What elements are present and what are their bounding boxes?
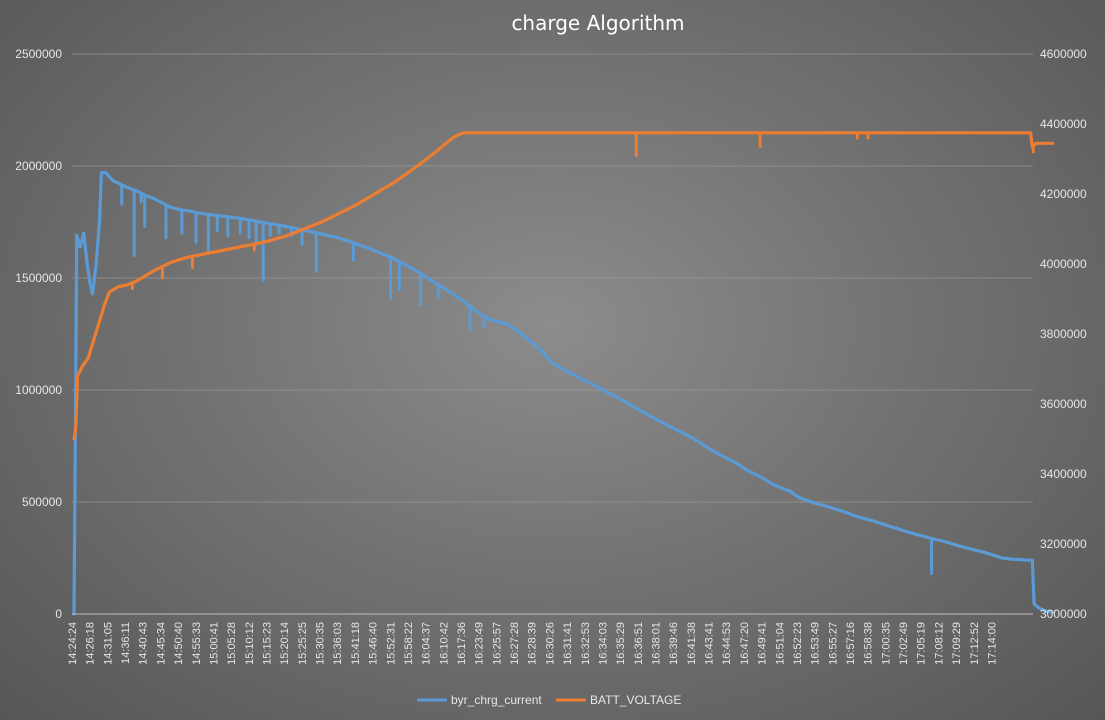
x-tick-label: 15:15:23 bbox=[261, 622, 273, 665]
y-right-tick-label: 4600000 bbox=[1040, 47, 1087, 61]
x-tick-label: 17:05:19 bbox=[916, 622, 928, 665]
x-tick-label: 16:25:57 bbox=[491, 622, 503, 665]
y-left-tick-label: 500000 bbox=[22, 495, 62, 509]
x-tick-label: 16:32:53 bbox=[580, 622, 592, 665]
x-tick-label: 16:27:28 bbox=[509, 622, 521, 665]
x-tick-label: 16:44:53 bbox=[721, 622, 733, 665]
x-tick-label: 15:52:31 bbox=[385, 622, 397, 665]
x-tick-label: 14:45:34 bbox=[155, 622, 167, 665]
x-tick-label: 14:24:24 bbox=[67, 622, 79, 665]
x-tick-label: 16:38:01 bbox=[650, 622, 662, 665]
x-tick-label: 15:30:35 bbox=[315, 622, 327, 665]
x-tick-label: 14:26:18 bbox=[85, 622, 97, 665]
y-right-tick-label: 4200000 bbox=[1040, 187, 1087, 201]
plot-area bbox=[72, 131, 1055, 616]
x-tick-label: 16:34:03 bbox=[597, 622, 609, 665]
x-tick-label: 17:14:00 bbox=[986, 622, 998, 665]
x-tick-label: 16:47:20 bbox=[739, 622, 751, 665]
x-tick-label: 16:04:37 bbox=[421, 622, 433, 665]
x-tick-label: 15:20:14 bbox=[279, 622, 291, 665]
x-tick-label: 14:55:33 bbox=[191, 622, 203, 665]
x-tick-label: 15:36:03 bbox=[332, 622, 344, 665]
x-tick-label: 14:36:11 bbox=[120, 622, 132, 664]
legend-label-current: byr_chrg_current bbox=[451, 693, 542, 707]
x-tick-label: 17:08:12 bbox=[933, 622, 945, 665]
x-tick-label: 17:00:35 bbox=[880, 622, 892, 665]
x-tick-label: 16:23:49 bbox=[474, 622, 486, 665]
x-tick-label: 16:30:26 bbox=[544, 622, 556, 665]
x-tick-label: 17:12:52 bbox=[969, 622, 981, 665]
y-right-tick-label: 3400000 bbox=[1040, 467, 1087, 481]
y-left-tick-label: 1500000 bbox=[15, 271, 62, 285]
x-tick-label: 14:40:43 bbox=[138, 622, 150, 665]
x-tick-label: 16:57:16 bbox=[845, 622, 857, 665]
series-line-byr_chrg_current bbox=[72, 171, 1055, 616]
x-tick-label: 15:00:41 bbox=[208, 622, 220, 665]
x-tick-label: 17:09:29 bbox=[951, 622, 963, 665]
y-right-tick-label: 3200000 bbox=[1040, 537, 1087, 551]
x-tick-label: 16:51:04 bbox=[774, 622, 786, 665]
x-tick-label: 15:25:25 bbox=[297, 622, 309, 665]
x-tick-label: 15:10:12 bbox=[244, 622, 256, 665]
x-tick-label: 16:36:51 bbox=[633, 622, 645, 665]
legend: byr_chrg_current BATT_VOLTAGE bbox=[417, 693, 681, 707]
x-tick-label: 16:43:41 bbox=[704, 622, 716, 665]
x-axis: 14:24:24 14:26:18 14:31:05 14:36:11 14:40:43… bbox=[67, 613, 1033, 665]
x-tick-label: 16:53:49 bbox=[810, 622, 822, 665]
y-right-tick-label: 3800000 bbox=[1040, 327, 1087, 341]
x-tick-label: 15:05:28 bbox=[226, 622, 238, 665]
x-tick-label: 17:02:49 bbox=[898, 622, 910, 665]
x-tick-label: 14:50:40 bbox=[173, 622, 185, 665]
x-tick-label: 16:39:46 bbox=[668, 622, 680, 665]
gridlines bbox=[72, 53, 1033, 615]
x-tick-label: 16:35:29 bbox=[615, 622, 627, 665]
x-tick-label: 15:58:22 bbox=[403, 622, 415, 665]
x-tick-label: 15:41:18 bbox=[350, 622, 362, 665]
x-tick-label: 16:41:38 bbox=[686, 622, 698, 665]
x-tick-label: 16:17:36 bbox=[456, 622, 468, 665]
x-tick-label: 16:10:42 bbox=[438, 622, 450, 665]
x-tick-label: 16:52:23 bbox=[792, 622, 804, 665]
y-axis-left: 0 500000 1000000 1500000 2000000 2500000 bbox=[15, 47, 62, 621]
x-tick-label: 16:31:41 bbox=[562, 622, 574, 665]
chart-title: charge Algorithm bbox=[511, 11, 684, 35]
y-right-tick-label: 3600000 bbox=[1040, 397, 1087, 411]
x-tick-label: 16:55:27 bbox=[827, 622, 839, 665]
y-left-tick-label: 2000000 bbox=[15, 159, 62, 173]
y-left-tick-label: 1000000 bbox=[15, 383, 62, 397]
y-left-tick-label: 0 bbox=[55, 607, 62, 621]
legend-label-voltage: BATT_VOLTAGE bbox=[590, 693, 681, 707]
x-tick-label: 16:49:41 bbox=[757, 622, 769, 665]
y-left-tick-label: 2500000 bbox=[15, 47, 62, 61]
x-tick-label: 15:46:40 bbox=[368, 622, 380, 665]
x-tick-label: 16:58:38 bbox=[863, 622, 875, 665]
y-axis-right: 3000000 3200000 3400000 3600000 3800000 40000… bbox=[1040, 47, 1087, 621]
y-right-tick-label: 4000000 bbox=[1040, 257, 1087, 271]
series-line-BATT_VOLTAGE bbox=[72, 131, 1055, 441]
x-tick-label: 14:31:05 bbox=[102, 622, 114, 665]
x-tick-label: 16:28:39 bbox=[527, 622, 539, 665]
y-right-tick-label: 4400000 bbox=[1040, 117, 1087, 131]
y-right-tick-label: 3000000 bbox=[1040, 607, 1087, 621]
